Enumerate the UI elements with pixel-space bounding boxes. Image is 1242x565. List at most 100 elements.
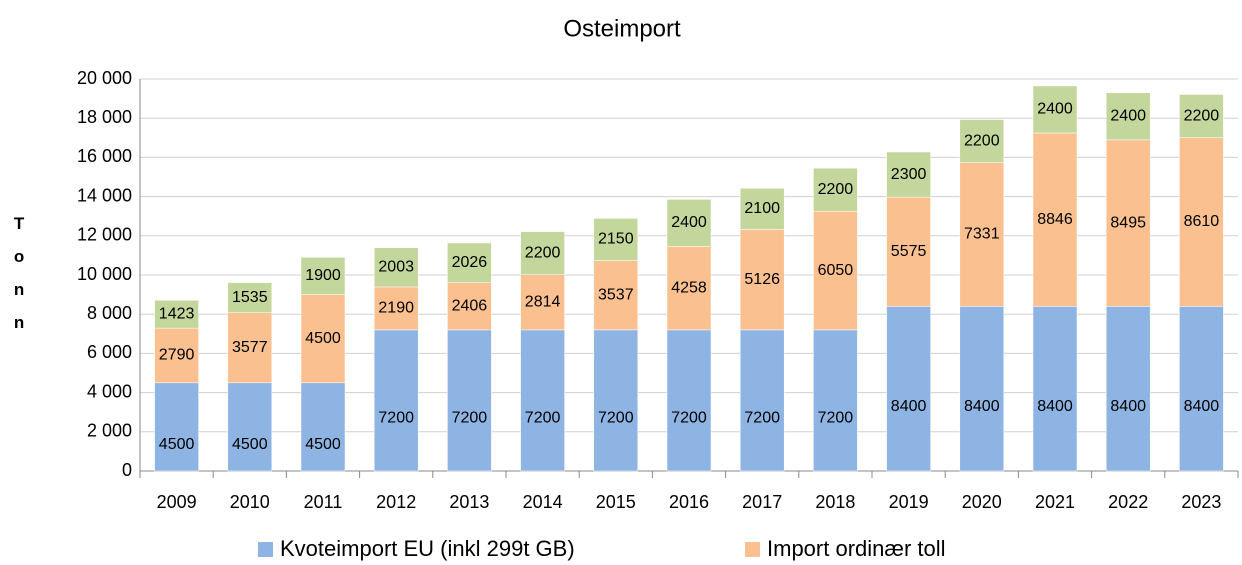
data-label: 4500 — [305, 436, 341, 453]
chart-title: Osteimport — [563, 15, 681, 42]
data-label: 7200 — [378, 410, 414, 427]
data-label: 2026 — [452, 254, 488, 271]
data-label: 7200 — [818, 410, 854, 427]
data-label: 1423 — [159, 305, 195, 322]
data-label: 8400 — [1037, 398, 1073, 415]
bar-segment — [373, 329, 419, 472]
data-label: 4500 — [232, 436, 268, 453]
bar-segment — [593, 218, 639, 261]
data-label: 5575 — [891, 243, 927, 260]
data-label: 8495 — [1110, 214, 1146, 231]
bar-segment — [300, 294, 346, 384]
x-tick-label: 2017 — [742, 492, 782, 512]
data-label: 4500 — [305, 330, 341, 347]
data-label: 2200 — [818, 181, 854, 198]
bar-segment — [959, 306, 1005, 472]
bar-segment — [520, 329, 565, 472]
y-tick-label: 8 000 — [87, 303, 132, 323]
bar-segment — [1105, 306, 1151, 472]
bar-segment — [739, 188, 785, 230]
y-tick-label: 18 000 — [77, 107, 132, 127]
y-tick-label: 4 000 — [87, 381, 132, 401]
data-label: 8610 — [1184, 213, 1220, 230]
bar-segment — [886, 306, 931, 472]
y-tick-label: 12 000 — [77, 225, 132, 245]
data-label: 2400 — [1037, 101, 1073, 118]
bar-segment — [447, 282, 492, 331]
x-tick-label: 2014 — [523, 492, 563, 512]
bar-segment — [447, 329, 492, 472]
data-label: 3577 — [232, 339, 268, 356]
y-axis-label: Tonn — [10, 214, 29, 346]
data-label: 7200 — [598, 410, 634, 427]
bar-segment — [1179, 137, 1224, 307]
bar-segment — [1179, 306, 1224, 472]
bar-segment — [227, 312, 273, 384]
data-label: 2400 — [671, 214, 707, 231]
bar-segment — [227, 282, 273, 313]
data-label: 4258 — [671, 279, 707, 296]
bar-segment — [959, 162, 1005, 307]
bar-segment — [813, 167, 858, 212]
y-tick-label: 6 000 — [87, 342, 132, 362]
bar-segment — [227, 382, 273, 472]
legend-swatch — [745, 542, 760, 557]
x-tick-label: 2021 — [1035, 492, 1075, 512]
bar-segment — [739, 229, 785, 331]
bar-segment — [300, 257, 346, 295]
data-label: 2406 — [452, 298, 488, 315]
data-label: 2100 — [744, 200, 780, 217]
data-label: 2003 — [378, 259, 414, 276]
data-label: 2790 — [159, 347, 195, 364]
x-tick-label: 2010 — [230, 492, 270, 512]
y-tick-label: 0 — [122, 460, 132, 480]
data-label: 5126 — [744, 271, 780, 288]
data-label: 7200 — [525, 410, 561, 427]
data-label: 8400 — [1110, 398, 1146, 415]
bar-segment — [520, 231, 565, 275]
bar-segment — [813, 211, 858, 331]
bar-segment — [593, 260, 639, 331]
x-tick-label: 2022 — [1108, 492, 1148, 512]
data-label: 8400 — [891, 398, 927, 415]
data-label: 2300 — [891, 166, 927, 183]
x-tick-label: 2020 — [962, 492, 1002, 512]
data-label: 6050 — [818, 262, 854, 279]
data-label: 7331 — [964, 226, 1000, 243]
data-label: 8400 — [1184, 398, 1220, 415]
y-tick-label: 20 000 — [77, 68, 132, 88]
y-tick-label: 2 000 — [87, 421, 132, 441]
x-tick-label: 2016 — [669, 492, 709, 512]
x-tick-label: 2011 — [304, 492, 343, 512]
bar-segment — [1032, 85, 1078, 134]
data-label: 3537 — [598, 286, 634, 303]
data-label: 8400 — [964, 398, 1000, 415]
data-label: 2400 — [1110, 108, 1146, 125]
bar-segment — [154, 299, 199, 329]
bar-segment — [300, 382, 346, 472]
bar-segment — [1032, 132, 1078, 307]
data-label: 7200 — [744, 410, 780, 427]
bar-segment — [739, 329, 785, 472]
data-label: 7200 — [452, 410, 488, 427]
bar-segment — [1105, 92, 1151, 141]
data-label: 2200 — [525, 244, 561, 261]
data-label: 2200 — [964, 132, 1000, 149]
y-tick-label: 14 000 — [77, 185, 132, 205]
bar-segment — [886, 151, 931, 198]
data-label: 2150 — [598, 231, 634, 248]
x-tick-label: 2019 — [889, 492, 929, 512]
data-label: 7200 — [671, 410, 707, 427]
bar-segment — [593, 329, 639, 472]
data-label: 8846 — [1037, 211, 1073, 228]
bar-segment — [520, 274, 565, 331]
bar-segment — [666, 246, 712, 331]
bar-segment — [154, 382, 199, 472]
data-label: 1535 — [232, 289, 268, 306]
bar-segment — [666, 329, 712, 472]
x-tick-label: 2012 — [376, 492, 416, 512]
bar-segment — [447, 242, 492, 283]
legend-label: Kvoteimport EU (inkl 299t GB) — [280, 536, 575, 561]
x-tick-label: 2013 — [449, 492, 489, 512]
bar-segment — [813, 329, 858, 472]
